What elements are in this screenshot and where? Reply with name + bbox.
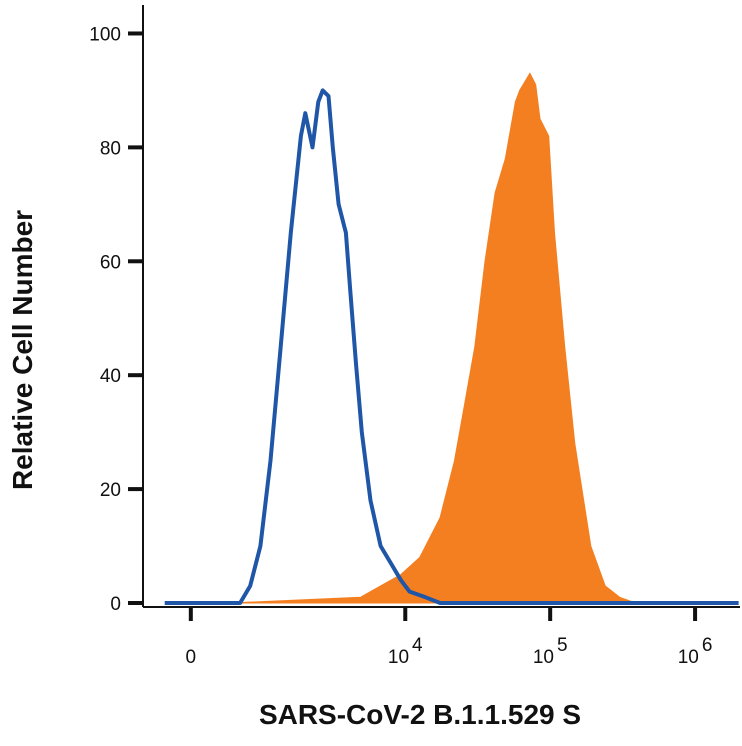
x-tick-label: 106: [678, 635, 713, 668]
y-tick-label: 20: [100, 480, 121, 501]
x-tick-label: 105: [533, 635, 568, 668]
histogram-line: [164, 88, 739, 605]
histogram-area: [229, 72, 636, 604]
x-axis-title: SARS-CoV-2 B.1.1.529 S: [259, 699, 581, 730]
y-tick-label: 40: [100, 366, 121, 387]
y-axis-title: Relative Cell Number: [7, 210, 38, 490]
y-tick-label: 0: [110, 594, 121, 615]
y-tick-label: 60: [100, 252, 121, 273]
y-tick-label: 100: [89, 24, 121, 45]
x-tick-label-exponent: 6: [702, 635, 713, 656]
x-tick-label-base: 10: [533, 647, 554, 668]
x-tick-label-base: 10: [388, 647, 409, 668]
x-tick-label-base: 0: [186, 647, 197, 668]
x-tick-label: 0: [186, 647, 197, 668]
x-tick-label-exponent: 4: [412, 635, 423, 656]
x-tick-label-base: 10: [678, 647, 699, 668]
y-tick-label: 80: [100, 138, 121, 159]
x-tick-label-exponent: 5: [557, 635, 568, 656]
x-tick-label: 104: [388, 635, 423, 668]
